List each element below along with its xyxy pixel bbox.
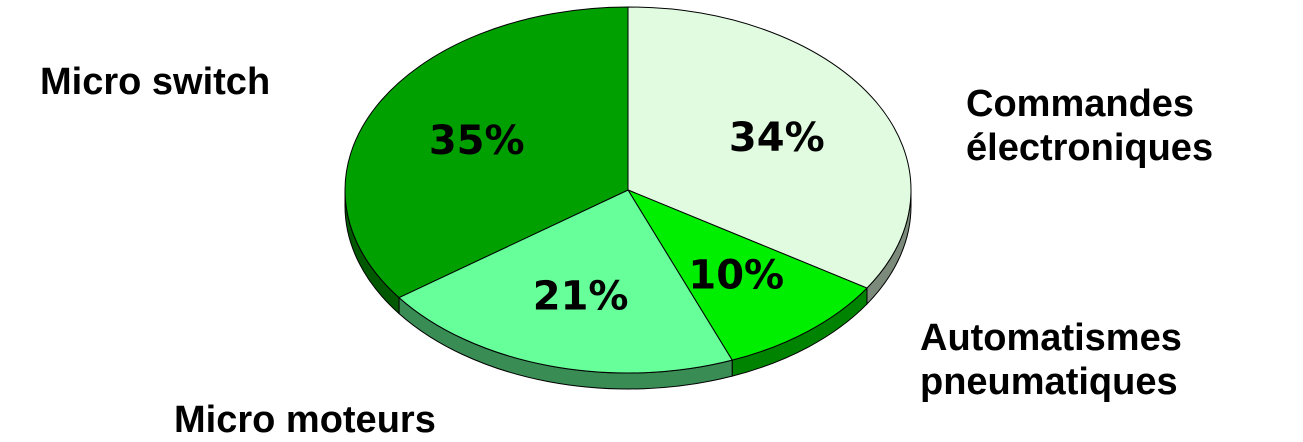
pie-slice-automatismes bbox=[626, 188, 868, 361]
slice-percent-label: 35% bbox=[429, 118, 525, 164]
pie-slice-micro-switch bbox=[344, 6, 629, 299]
slice-label-micro-moteurs: Micro moteurs bbox=[174, 399, 436, 441]
pie-slice-micro-moteurs bbox=[398, 189, 733, 374]
pie-slice-commandes bbox=[627, 6, 912, 289]
pie-slices bbox=[344, 6, 912, 374]
slice-label-commandes-electroniques: Commandes électroniques bbox=[966, 83, 1214, 169]
slice-percent-label: 21% bbox=[533, 273, 629, 319]
slice-percent-label: 10% bbox=[688, 253, 784, 299]
slice-percent-label: 34% bbox=[729, 115, 825, 161]
pie-percent-labels: 34% 10% 21% 35% bbox=[429, 115, 825, 319]
slice-label-micro-switch: Micro switch bbox=[40, 61, 271, 103]
slice-label-automatismes-pneumatiques: Automatismes pneumatiques bbox=[920, 317, 1182, 403]
